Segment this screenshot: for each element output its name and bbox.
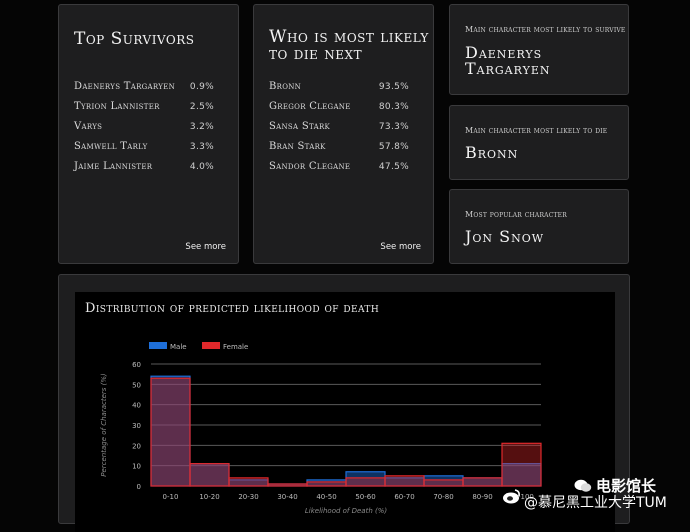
x-tick-label: 40-50 [316,493,336,501]
character-name: Jaime Lannister [74,161,153,172]
x-tick-label: 10-20 [199,493,219,501]
death-probability: 80.3% [378,102,409,112]
female-bar [462,477,503,487]
character-name: Gregor Clegane [269,101,351,112]
male-bar [150,375,191,487]
death-probability: 3.3% [189,142,214,152]
top-survivors-card: Top Survivors Daenerys Targaryen 0.9% Ty… [58,4,239,264]
see-more-likely-to-die-link[interactable]: See more [380,242,421,252]
x-tick-label: 80-90 [472,493,492,501]
list-item: Jaime Lannister 4.0% [74,157,214,177]
top-survivors-title: Top Survivors [74,29,195,49]
y-axis-label: Percentage of Characters (%) [100,373,108,477]
character-name: Sandor Clegane [269,161,351,172]
character-name: Bronn [269,81,302,92]
death-probability: 2.5% [189,102,214,112]
list-item: Daenerys Targaryen 0.9% [74,77,214,97]
female-bar [267,483,308,487]
death-probability: 0.9% [189,82,214,92]
name-line-2: Targaryen [465,59,551,78]
legend-label: Female [223,343,248,351]
name-line-1: Daenerys [465,43,543,62]
watermark-line-1: 电影馆长 [596,477,657,495]
list-item: Sandor Clegane 47.5% [269,157,409,177]
watermark-line-2: @慕尼黑工业大学TUM [524,495,667,511]
female-bar [423,479,464,487]
character-name: Daenerys Targaryen [74,81,176,92]
list-item: Varys 3.2% [74,117,214,137]
title-line-1: Who is most likely [269,27,429,47]
y-tick-label: 20 [132,442,141,450]
y-tick-label: 60 [132,361,141,369]
female-bar [345,477,386,487]
x-tick-label: 0-10 [163,493,179,501]
y-tick-label: 30 [132,422,141,430]
likely-to-die-list: Bronn 93.5% Gregor Clegane 80.3% Sansa S… [269,77,409,177]
likely-to-die-title: Who is most likely to die next [269,29,429,63]
death-probability: 73.3% [378,122,409,132]
weibo-logo-icon [502,488,522,504]
character-name: Daenerys Targaryen [465,45,551,77]
character-name: Varys [74,121,103,132]
female-bar [501,442,542,487]
x-tick-label: 20-30 [238,493,258,501]
most-likely-die-card: Main character most likely to die Bronn [449,105,629,180]
x-tick-label: 50-60 [355,493,375,501]
distribution-chart-card: Distribution of predicted likelihood of … [58,274,630,532]
list-item: Gregor Clegane 80.3% [269,97,409,117]
character-name: Bronn [465,143,519,162]
legend-label: Male [170,343,187,351]
y-tick-label: 0 [137,483,141,491]
list-item: Samwell Tarly 3.3% [74,137,214,157]
death-probability: 93.5% [378,82,409,92]
title-line-2: to die next [269,44,363,64]
female-bar [150,377,191,487]
card-heading: Most popular character [465,210,567,219]
card-heading: Main character most likely to survive [465,25,626,34]
watermark: 电影馆长 @慕尼黑工业大学TUM [500,470,690,518]
x-tick-label: 30-40 [277,493,297,501]
character-name: Sansa Stark [269,121,331,132]
list-item: Tyrion Lannister 2.5% [74,97,214,117]
death-probability: 4.0% [189,162,214,172]
x-tick-label: 90-100 [509,493,534,501]
most-popular-card: Most popular character Jon Snow [449,189,629,264]
list-item: Bronn 93.5% [269,77,409,97]
female-bar [306,481,347,487]
card-heading: Main character most likely to die [465,126,608,135]
x-tick-label: 70-80 [433,493,453,501]
x-tick-label: 60-70 [394,493,414,501]
death-probability: 57.8% [378,142,409,152]
distribution-bar-chart: 0 10 20 30 40 50 60 0-10 10-20 20-30 30-40 40-50 50-… [100,342,542,515]
most-likely-survive-card: Main character most likely to survive Da… [449,4,629,95]
list-item: Sansa Stark 73.3% [269,117,409,137]
y-tick-label: 40 [132,402,141,410]
x-axis-label: Likelihood of Death (%) [305,507,388,515]
survivors-list: Daenerys Targaryen 0.9% Tyrion Lannister… [74,77,214,177]
female-legend-swatch [202,342,220,349]
see-more-survivors-link[interactable]: See more [185,242,226,252]
male-legend-swatch [149,342,167,349]
female-bar [384,475,425,487]
female-bar [189,463,230,487]
death-probability: 47.5% [378,162,409,172]
wechat-logo-icon [574,478,592,492]
likely-to-die-card: Who is most likely to die next Bronn 93.… [253,4,434,264]
female-bar [228,477,269,487]
chart-area: Distribution of predicted likelihood of … [75,292,615,532]
character-name: Jon Snow [465,227,545,246]
character-name: Bran Stark [269,141,326,152]
y-tick-label: 50 [132,381,141,389]
list-item: Bran Stark 57.8% [269,137,409,157]
y-tick-label: 10 [132,463,141,471]
chart-title: Distribution of predicted likelihood of … [85,301,380,316]
death-probability: 3.2% [189,122,214,132]
character-name: Samwell Tarly [74,141,148,152]
character-name: Tyrion Lannister [74,101,160,112]
